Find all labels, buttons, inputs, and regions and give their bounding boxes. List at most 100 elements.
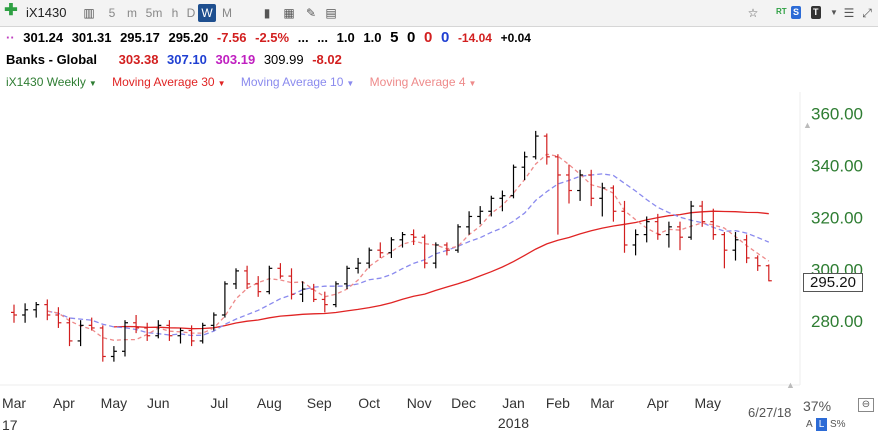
x-year-label: 2018	[498, 415, 529, 431]
legend-ma10[interactable]: Moving Average 10 ▼	[241, 75, 360, 89]
ohlc-bar	[166, 320, 173, 341]
legend-series-label: iX1430 Weekly	[6, 75, 86, 89]
ohlc-bar	[421, 234, 428, 269]
group-ma4: 303.19	[215, 52, 256, 67]
group-ma10: 307.10	[167, 52, 207, 67]
expand-icon[interactable]: ⤢	[862, 6, 872, 20]
quote-dots-1: ...	[297, 30, 309, 45]
ohlc-bar	[155, 320, 162, 339]
ohlc-bar	[177, 327, 184, 344]
ohlc-bar	[110, 346, 117, 362]
ohlc-bar	[344, 265, 350, 290]
ohlc-bar	[632, 229, 639, 256]
add-symbol-icon[interactable]: ✚	[4, 2, 18, 19]
chart-type-icon[interactable]: ▥	[83, 6, 95, 20]
ohlc-bar	[321, 291, 328, 313]
interval-5min[interactable]: 5m	[145, 6, 163, 20]
toolbar: ✚ iX1430 ▥ 5 m 5m h D W M ▮ ▦ ✎ ▤ ☆ RT S…	[0, 0, 878, 27]
interval-hour[interactable]: h	[171, 6, 179, 20]
legend-ma4-label: Moving Average 4	[369, 75, 466, 89]
quote-change-pct: -2.5%	[255, 30, 290, 45]
interval-minute[interactable]: m	[127, 6, 137, 20]
quote-v2: 1.0	[363, 30, 382, 45]
ohlc-bar	[599, 182, 606, 217]
ohlc-bar	[33, 302, 40, 318]
ohlc-bar	[99, 325, 106, 362]
ohlc-bar	[144, 322, 151, 341]
ohlc-bar	[66, 317, 73, 347]
quote-close: 295.20	[168, 30, 209, 45]
y-tick-label: 280.00	[811, 312, 863, 331]
x-tick-label: Aug	[257, 395, 282, 411]
ohlc-bar	[466, 211, 473, 235]
quote-v3: 5	[390, 29, 399, 46]
ohlc-bar	[88, 317, 95, 331]
x-tick-label: Apr	[647, 395, 669, 411]
ohlc-bar	[277, 263, 284, 279]
quote-dots-2: ...	[317, 30, 329, 45]
scale-l-button[interactable]: L	[816, 418, 827, 431]
interval-weekly[interactable]: W	[198, 4, 216, 22]
ohlc-bar	[266, 265, 273, 295]
quote-v7: -14.04	[457, 31, 492, 45]
list-icon[interactable]: ☰	[843, 6, 855, 20]
quote-change: -7.56	[216, 30, 247, 45]
ohlc-bar	[721, 232, 728, 269]
ohlc-bar	[543, 133, 550, 165]
x-tick-label: Jan	[502, 395, 525, 411]
ohlc-bar	[55, 307, 62, 328]
draw-tool-icon[interactable]: ▤	[325, 6, 337, 20]
ohlc-bar	[310, 283, 317, 303]
ohlc-bar	[588, 169, 595, 207]
interval-tick[interactable]: 5	[108, 6, 116, 20]
draw-pencil-icon[interactable]: ✎	[305, 6, 317, 20]
ohlc-bar	[577, 169, 584, 201]
legend-ma30[interactable]: Moving Average 30 ▼	[112, 75, 231, 89]
s-badge[interactable]: S	[791, 6, 802, 19]
favorite-star-icon[interactable]: ☆	[747, 6, 759, 20]
symbol-label[interactable]: iX1430	[26, 5, 67, 20]
ohlc-bar	[77, 320, 84, 347]
legend-ma4[interactable]: Moving Average 4 ▼	[370, 75, 483, 89]
legend-series[interactable]: iX1430 Weekly ▼	[6, 75, 103, 89]
scale-pct-button[interactable]: S%	[830, 419, 846, 430]
ohlc-bar	[399, 232, 406, 248]
ohlc-bar	[432, 242, 439, 269]
ohlc-bar	[233, 268, 239, 290]
y-tick-label: 360.00	[811, 105, 863, 124]
x-tick-label: Sep	[307, 395, 332, 411]
chevron-down-icon[interactable]: ▼	[830, 8, 838, 17]
ohlc-bar	[188, 325, 195, 347]
x-tick-label: Oct	[358, 395, 380, 411]
group-change: -8.02	[312, 52, 342, 67]
interval-monthly[interactable]: M	[222, 6, 232, 20]
quote-row: ·· 301.24 301.31 295.17 295.20 -7.56 -2.…	[0, 28, 536, 48]
ohlc-bar	[521, 151, 528, 181]
ohlc-bar	[255, 276, 262, 297]
x-prev-year-label: 17	[2, 417, 18, 433]
ma30-line	[113, 210, 769, 330]
scale-a-button[interactable]: A	[806, 419, 813, 430]
ohlc-bar	[388, 237, 395, 258]
zoom-label[interactable]: 37%	[803, 398, 832, 414]
quote-v4: 0	[407, 29, 416, 46]
zoom-icon[interactable]: ⊖	[858, 398, 874, 412]
ohlc-bar	[332, 281, 339, 308]
x-tick-label: Dec	[451, 395, 476, 411]
legend-ma10-label: Moving Average 10	[240, 75, 344, 89]
ohlc-bar	[133, 314, 140, 334]
ohlc-bar	[299, 281, 306, 303]
rt-badge[interactable]: RT	[776, 7, 787, 16]
ohlc-bar	[688, 200, 695, 240]
x-tick-label: Apr	[53, 395, 75, 411]
indicators-icon[interactable]: ▦	[283, 6, 295, 20]
quote-v6: 0	[440, 29, 450, 46]
ohlc-bar	[443, 242, 450, 256]
bar-style-icon[interactable]: ▮	[263, 6, 271, 20]
t-badge[interactable]: T	[811, 6, 821, 19]
dropdown-arrow-icon: ▼	[217, 79, 226, 88]
ohlc-bar	[677, 221, 683, 251]
ohlc-bar	[532, 130, 539, 160]
interval-daily[interactable]: D	[186, 6, 196, 20]
